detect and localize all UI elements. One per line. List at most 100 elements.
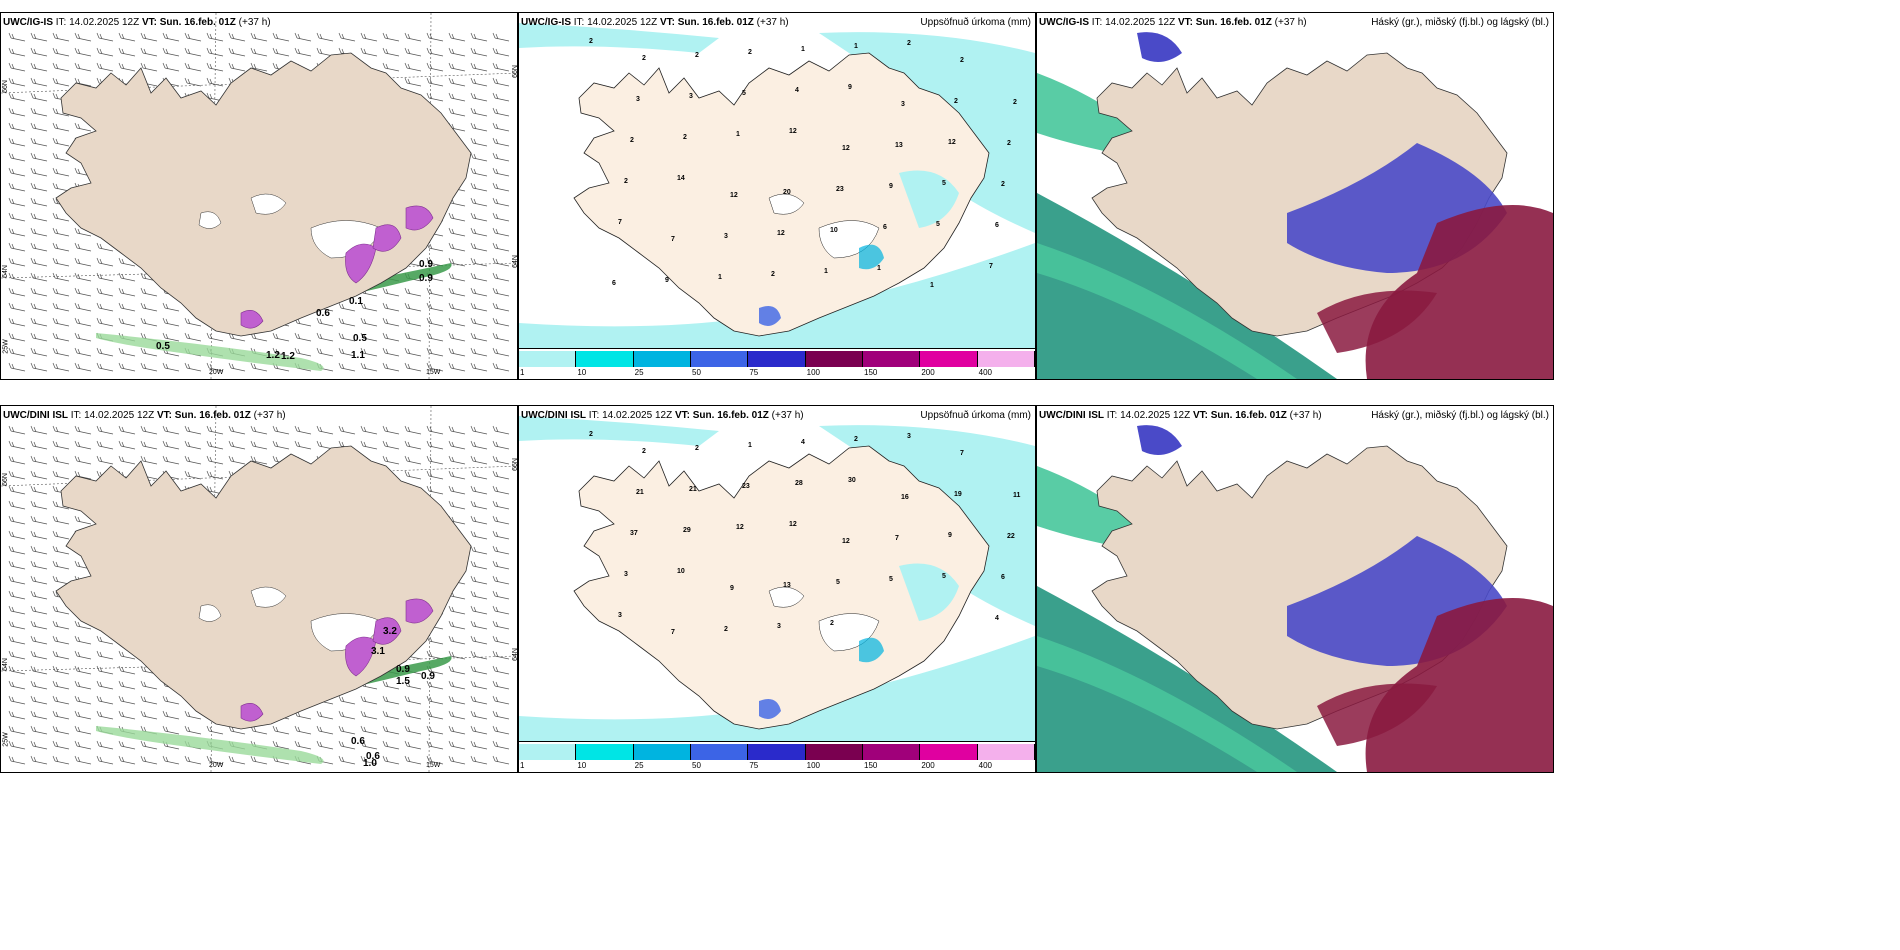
- wind-barb: [338, 332, 356, 342]
- wind-barb: [448, 605, 466, 615]
- wind-barb: [52, 545, 70, 555]
- wind-barb: [8, 560, 26, 570]
- wind-barb: [96, 62, 114, 72]
- wind-barb: [118, 710, 136, 720]
- wind-barb: [492, 695, 510, 705]
- wind-barb: [492, 167, 510, 177]
- wind-barb: [8, 665, 26, 675]
- wind-barb: [448, 92, 466, 102]
- wind-barb: [294, 440, 312, 450]
- precip-amount: 12: [736, 524, 744, 531]
- wind-barb: [426, 440, 444, 450]
- wind-barb: [404, 455, 422, 465]
- wind-barb: [206, 62, 224, 72]
- wind-barb: [492, 545, 510, 555]
- colorbar-label: 25: [634, 761, 644, 770]
- wind-barb: [74, 665, 92, 675]
- wind-barb: [52, 317, 70, 327]
- wind-barb: [316, 710, 334, 720]
- wind-barb: [162, 455, 180, 465]
- wind-barb: [74, 680, 92, 690]
- wind-barb: [250, 455, 268, 465]
- valid-time-label: VT:: [141, 17, 157, 28]
- wind-barb: [74, 32, 92, 42]
- wind-barb: [470, 212, 488, 222]
- wind-barb: [30, 227, 48, 237]
- wind-barb: [8, 590, 26, 600]
- wind-barb: [8, 197, 26, 207]
- colorbar-label: 1: [520, 761, 525, 770]
- wind-barb: [426, 317, 444, 327]
- wind-barb: [118, 62, 136, 72]
- map-panel-tl: UWC/IG-IS IT: 14.02.2025 12Z VT: Sun. 16…: [0, 12, 518, 380]
- wind-barb: [30, 332, 48, 342]
- wind-barb: [426, 47, 444, 57]
- wind-barb: [470, 77, 488, 87]
- precip-amount: 29: [683, 527, 691, 534]
- panel-title: Háský (gr.), miðský (fj.bl.) og lágský (…: [1371, 410, 1549, 421]
- wind-barb: [8, 425, 26, 435]
- colorbar-label: 50: [692, 761, 701, 770]
- precip-amount: 1: [824, 268, 828, 275]
- wind-barb: [426, 425, 444, 435]
- wind-barb: [52, 77, 70, 87]
- wind-barb: [140, 695, 158, 705]
- wind-barb: [74, 455, 92, 465]
- lead-time: (+37 h): [238, 17, 271, 28]
- wind-barb: [162, 710, 180, 720]
- wind-barb: [492, 302, 510, 312]
- colorbar-swatch: [920, 351, 978, 367]
- wind-barb: [338, 425, 356, 435]
- wind-barb: [30, 362, 48, 372]
- wind-barb: [470, 107, 488, 117]
- wind-barb: [74, 362, 92, 372]
- wind-barb: [52, 62, 70, 72]
- wind-barb: [8, 650, 26, 660]
- wind-barb: [184, 332, 202, 342]
- colorbar-label: 75: [749, 368, 759, 377]
- precip-value: 0.9: [421, 671, 435, 682]
- precip-amount: 13: [783, 582, 791, 589]
- wind-barb: [30, 440, 48, 450]
- wind-barb: [448, 287, 466, 297]
- wind-barb: [8, 500, 26, 510]
- wind-barb: [470, 182, 488, 192]
- wind-barb: [8, 257, 26, 267]
- wind-barb: [162, 302, 180, 312]
- precip-value: 1.2: [266, 350, 280, 361]
- wind-barb: [426, 680, 444, 690]
- precip-amount: 37: [630, 530, 638, 537]
- wind-barb: [162, 332, 180, 342]
- wind-barb: [8, 530, 26, 540]
- wind-barb: [492, 272, 510, 282]
- lat-label: 64N: [1, 265, 9, 278]
- precip-amount: 5: [889, 576, 893, 583]
- wind-barb: [492, 620, 510, 630]
- wind-barb: [52, 755, 70, 765]
- wind-barb: [492, 197, 510, 207]
- wind-barb: [294, 425, 312, 435]
- wind-barb: [338, 302, 356, 312]
- wind-barb: [382, 425, 400, 435]
- wind-barb: [162, 725, 180, 735]
- wind-barb: [426, 725, 444, 735]
- wind-barb: [470, 650, 488, 660]
- wind-barb: [448, 455, 466, 465]
- precip-amount: 2: [854, 436, 858, 443]
- wind-barb: [74, 695, 92, 705]
- precip-value: 3.1: [371, 646, 385, 657]
- wind-barb: [360, 725, 378, 735]
- wind-barb: [360, 47, 378, 57]
- map-canvas: [1037, 13, 1553, 379]
- lat-label: 25W: [2, 339, 10, 354]
- wind-barb: [30, 470, 48, 480]
- wind-barb: [162, 362, 180, 372]
- precip-value: 3.2: [383, 626, 397, 637]
- precip-amount: 9: [730, 585, 734, 592]
- precip-amount: 1: [748, 442, 752, 449]
- wind-barb: [52, 152, 70, 162]
- wind-barb: [118, 347, 136, 357]
- wind-barb: [426, 302, 444, 312]
- wind-barb: [8, 485, 26, 495]
- colorbar-swatch: [863, 744, 921, 760]
